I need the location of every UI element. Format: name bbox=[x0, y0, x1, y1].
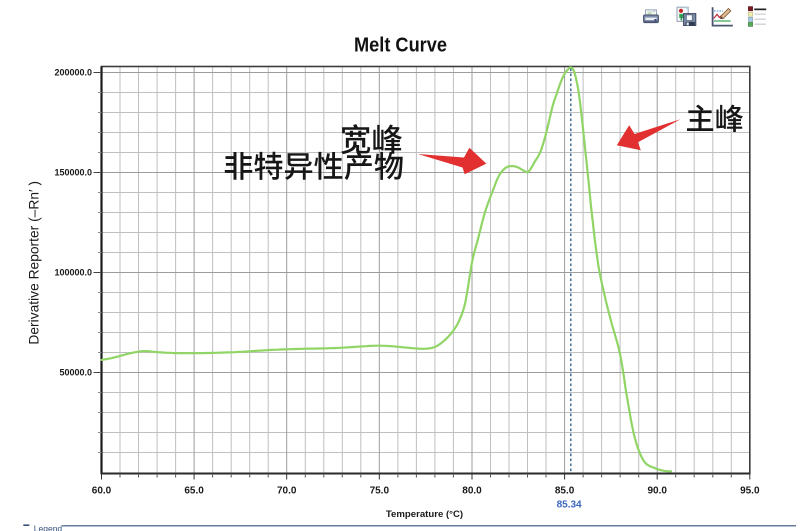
svg-text:90.0: 90.0 bbox=[647, 486, 667, 497]
svg-text:Melt Curve: Melt Curve bbox=[354, 34, 447, 57]
svg-text:70.0: 70.0 bbox=[277, 486, 297, 497]
svg-text:50000.0: 50000.0 bbox=[59, 368, 92, 378]
svg-text:Derivative Reporter (–Rn′ ): Derivative Reporter (–Rn′ ) bbox=[26, 181, 41, 345]
svg-text:85.0: 85.0 bbox=[555, 486, 575, 497]
svg-text:80.0: 80.0 bbox=[462, 486, 482, 497]
svg-text:65.0: 65.0 bbox=[184, 486, 204, 497]
svg-text:95.0: 95.0 bbox=[740, 486, 760, 497]
svg-text:Temperature (°C): Temperature (°C) bbox=[386, 509, 463, 520]
svg-text:200000.0: 200000.0 bbox=[54, 68, 92, 78]
svg-text:85.34: 85.34 bbox=[557, 500, 582, 511]
svg-text:75.0: 75.0 bbox=[370, 486, 390, 497]
svg-text:60.0: 60.0 bbox=[92, 486, 112, 497]
svg-text:100000.0: 100000.0 bbox=[54, 268, 92, 278]
svg-text:150000.0: 150000.0 bbox=[54, 168, 92, 178]
svg-text:Legend: Legend bbox=[34, 523, 63, 531]
